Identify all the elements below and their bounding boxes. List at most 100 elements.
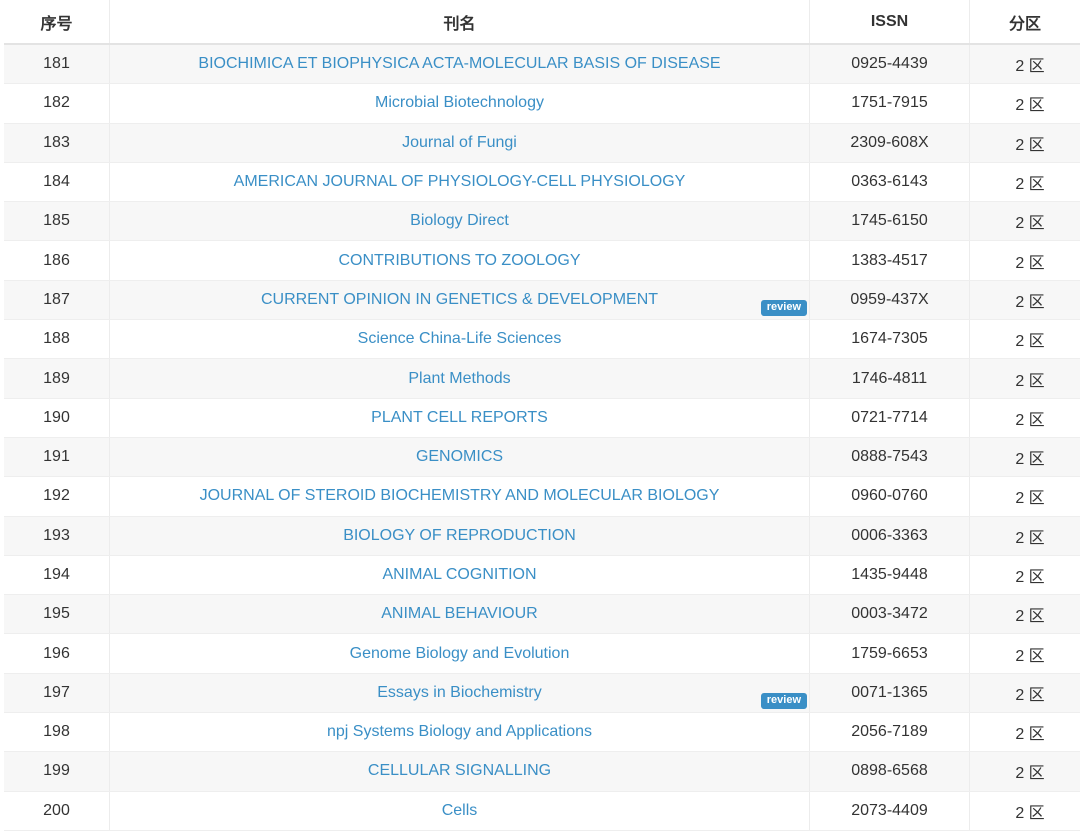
row-issn: 0925-4439: [810, 45, 970, 84]
row-issn: 1383-4517: [810, 241, 970, 280]
row-issn: 0721-7714: [810, 398, 970, 437]
journal-link[interactable]: AMERICAN JOURNAL OF PHYSIOLOGY-CELL PHYS…: [233, 173, 686, 191]
journal-cell: ANIMAL BEHAVIOUR: [110, 595, 810, 634]
journal-link[interactable]: Science China-Life Sciences: [357, 330, 562, 348]
row-issn: 0898-6568: [810, 752, 970, 791]
table-row: 200 Cells 2073-4409 2 区: [4, 791, 1080, 831]
header-zone: 分区: [1008, 15, 1041, 33]
review-badge: review: [760, 300, 807, 317]
table-body: 181 BIOCHIMICA ET BIOPHYSICA ACTA-MOLECUL…: [4, 45, 1080, 831]
row-index: 190: [4, 398, 110, 437]
row-issn: 0071-1365: [810, 673, 970, 713]
row-zone: 2 区: [1015, 136, 1045, 154]
journal-link[interactable]: BIOCHIMICA ET BIOPHYSICA ACTA-MOLECULAR …: [198, 55, 721, 73]
row-issn: 2073-4409: [810, 791, 970, 830]
row-index: 185: [4, 202, 110, 241]
journal-link[interactable]: PLANT CELL REPORTS: [371, 408, 548, 426]
journal-cell: Essays in Biochemistry review: [110, 673, 810, 713]
journal-cell: GENOMICS: [110, 437, 810, 477]
journal-link[interactable]: npj Systems Biology and Applications: [326, 723, 593, 741]
journal-link[interactable]: CONTRIBUTIONS TO ZOOLOGY: [338, 251, 581, 269]
table-row: 194 ANIMAL COGNITION 1435-9448 2 区: [4, 555, 1080, 596]
table-row: 187 CURRENT OPINION IN GENETICS & DEVELOP…: [4, 280, 1080, 321]
table-row: 196 Genome Biology and Evolution 1759-6653…: [4, 634, 1080, 674]
row-index: 200: [4, 791, 110, 830]
table-header: 序号 刊名 ISSN 分区: [4, 0, 1080, 45]
journal-cell: ANIMAL COGNITION: [110, 555, 810, 595]
row-issn: 2056-7189: [810, 713, 970, 752]
journal-link[interactable]: Genome Biology and Evolution: [349, 644, 570, 662]
row-issn: 1751-7915: [810, 84, 970, 123]
table-row: 189 Plant Methods 1746-4811 2 区: [4, 359, 1080, 399]
journal-link[interactable]: Journal of Fungi: [402, 133, 517, 151]
row-zone: 2 区: [1015, 97, 1045, 115]
row-zone: 2 区: [1015, 608, 1045, 626]
row-zone: 2 区: [1015, 647, 1045, 665]
journal-link[interactable]: JOURNAL OF STEROID BIOCHEMISTRY AND MOLE…: [199, 487, 720, 505]
row-zone: 2 区: [1015, 176, 1045, 194]
header-issn: ISSN: [810, 0, 970, 43]
journal-link[interactable]: ANIMAL BEHAVIOUR: [381, 605, 538, 623]
journal-link[interactable]: Plant Methods: [408, 369, 511, 387]
row-zone: 2 区: [1015, 215, 1045, 233]
journal-link[interactable]: BIOLOGY OF REPRODUCTION: [343, 526, 576, 544]
row-zone: 2 区: [1015, 569, 1045, 586]
row-index: 181: [4, 45, 110, 84]
row-index: 186: [4, 241, 110, 280]
review-badge: review: [760, 693, 807, 710]
row-zone: 2 区: [1015, 490, 1045, 508]
journal-cell: BIOLOGY OF REPRODUCTION: [110, 516, 810, 555]
row-index: 183: [4, 123, 110, 162]
row-issn: 1435-9448: [810, 555, 970, 595]
journal-cell: CURRENT OPINION IN GENETICS & DEVELOPMEN…: [110, 280, 810, 320]
journal-cell: BIOCHIMICA ET BIOPHYSICA ACTA-MOLECULAR …: [110, 45, 810, 84]
table-row: 197 Essays in Biochemistry review 0071-1365…: [4, 673, 1080, 714]
row-zone: 2 区: [1015, 411, 1045, 429]
journal-link[interactable]: CELLULAR SIGNALLING: [367, 762, 552, 780]
journal-cell: AMERICAN JOURNAL OF PHYSIOLOGY-CELL PHYS…: [110, 162, 810, 202]
row-issn: 0959-437X: [810, 280, 970, 320]
row-index: 192: [4, 477, 110, 516]
journal-link[interactable]: CURRENT OPINION IN GENETICS & DEVELOPMEN…: [260, 290, 659, 308]
table-row: 190 PLANT CELL REPORTS 0721-7714 2 区: [4, 398, 1080, 438]
row-issn: 1745-6150: [810, 202, 970, 241]
row-issn: 1674-7305: [810, 320, 970, 359]
row-zone: 2 区: [1015, 686, 1045, 704]
journal-cell: Biology Direct: [110, 202, 810, 241]
row-index: 187: [4, 280, 110, 320]
row-zone: 2 区: [1015, 333, 1045, 351]
row-index: 199: [4, 752, 110, 791]
table-row: 199 CELLULAR SIGNALLING 0898-6568 2 区: [4, 752, 1080, 792]
row-index: 196: [4, 634, 110, 673]
journal-link[interactable]: ANIMAL COGNITION: [382, 566, 537, 583]
journal-cell: PLANT CELL REPORTS: [110, 398, 810, 437]
table-row: 181 BIOCHIMICA ET BIOPHYSICA ACTA-MOLECUL…: [4, 45, 1080, 85]
row-issn: 2309-608X: [810, 123, 970, 162]
journal-link[interactable]: Microbial Biotechnology: [375, 94, 544, 112]
journal-link[interactable]: Essays in Biochemistry: [377, 683, 542, 701]
table-row: 182 Microbial Biotechnology 1751-7915 2 区: [4, 84, 1080, 124]
table-row: 195 ANIMAL BEHAVIOUR 0003-3472 2 区: [4, 595, 1080, 635]
header-index: 序号: [4, 0, 110, 43]
journal-cell: CELLULAR SIGNALLING: [110, 752, 810, 791]
row-zone: 2 区: [1015, 529, 1045, 547]
row-issn: 0960-0760: [810, 477, 970, 516]
table-row: 198 npj Systems Biology and Applications 2…: [4, 713, 1080, 753]
row-index: 195: [4, 595, 110, 634]
row-zone: 2 区: [1015, 726, 1045, 744]
journal-link[interactable]: Cells: [441, 801, 478, 819]
journal-table: 序号 刊名 ISSN 分区 181 BIOCHIMICA ET BIOPHYSIC…: [4, 0, 1080, 831]
table-row: 192 JOURNAL OF STEROID BIOCHEMISTRY AND M…: [4, 477, 1080, 517]
row-zone: 2 区: [1015, 765, 1045, 783]
row-index: 191: [4, 437, 110, 477]
row-issn: 0003-3472: [810, 595, 970, 634]
journal-cell: Genome Biology and Evolution: [110, 634, 810, 673]
row-issn: 0888-7543: [810, 437, 970, 477]
journal-link[interactable]: GENOMICS: [415, 448, 504, 466]
table-row: 188 Science China-Life Sciences 1674-7305 2…: [4, 320, 1080, 360]
row-index: 197: [4, 673, 110, 713]
header-journal: 刊名: [110, 0, 810, 43]
journal-link[interactable]: Biology Direct: [410, 212, 509, 230]
row-zone: 2 区: [1015, 451, 1045, 469]
row-issn: 1746-4811: [810, 359, 970, 398]
